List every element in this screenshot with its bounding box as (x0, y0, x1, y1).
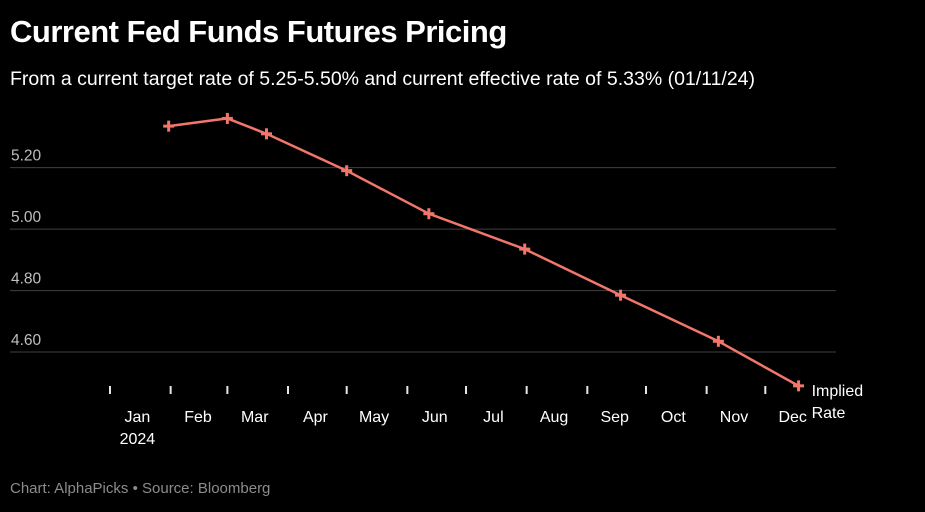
x-tick-year-label: 2024 (120, 431, 156, 448)
x-axis-ticks (109, 386, 767, 394)
x-tick-label: Mar (241, 409, 269, 426)
data-point-marker (341, 165, 353, 177)
x-tick-label: Dec (778, 409, 806, 426)
x-tick-label: Apr (303, 409, 329, 426)
chart-subtitle: From a current target rate of 5.25-5.50%… (10, 68, 756, 90)
data-point-marker (163, 120, 175, 132)
chart-title: Current Fed Funds Futures Pricing (10, 14, 507, 49)
footer-source: Source: Bloomberg (142, 480, 271, 497)
x-tick-label: Oct (661, 409, 686, 426)
x-tick-label: Jul (483, 409, 503, 426)
x-tick-label: Jan (124, 409, 150, 426)
data-point-marker (712, 335, 724, 347)
data-point-marker (519, 243, 531, 255)
x-tick-label: May (359, 409, 389, 426)
y-tick-label: 5.00 (11, 209, 42, 226)
footer-credit: Chart: AlphaPicks (10, 480, 129, 497)
y-tick-label: 4.60 (11, 332, 42, 349)
chart-footer: Chart: AlphaPicks • Source: Bloomberg (10, 480, 270, 497)
series-line (167, 117, 800, 388)
series-label: Rate (812, 405, 846, 422)
x-tick-label: Nov (720, 409, 748, 426)
x-tick-label: Sep (600, 409, 629, 426)
series-end-label: Implied Rate (812, 383, 864, 422)
gridlines (10, 167, 836, 353)
data-point-marker (615, 289, 627, 301)
series-implied-rate (163, 112, 805, 392)
data-point-marker (423, 208, 435, 220)
data-point-marker (793, 380, 805, 392)
x-tick-label: Feb (184, 409, 212, 426)
x-tick-label: Aug (540, 409, 568, 426)
footer-separator: • (132, 480, 138, 497)
data-point-marker (260, 128, 272, 140)
data-point-marker (221, 112, 233, 124)
y-tick-label: 4.80 (11, 271, 42, 288)
y-tick-label: 5.20 (11, 148, 42, 165)
y-axis-tick-labels: 5.20 5.00 4.80 4.60 (11, 148, 42, 349)
x-axis-tick-labels: Jan 2024 Feb Mar Apr May Jun Jul Aug Sep Oct Nov Dec (120, 409, 807, 448)
series-label: Implied (812, 383, 864, 400)
x-tick-label: Jun (422, 409, 448, 426)
